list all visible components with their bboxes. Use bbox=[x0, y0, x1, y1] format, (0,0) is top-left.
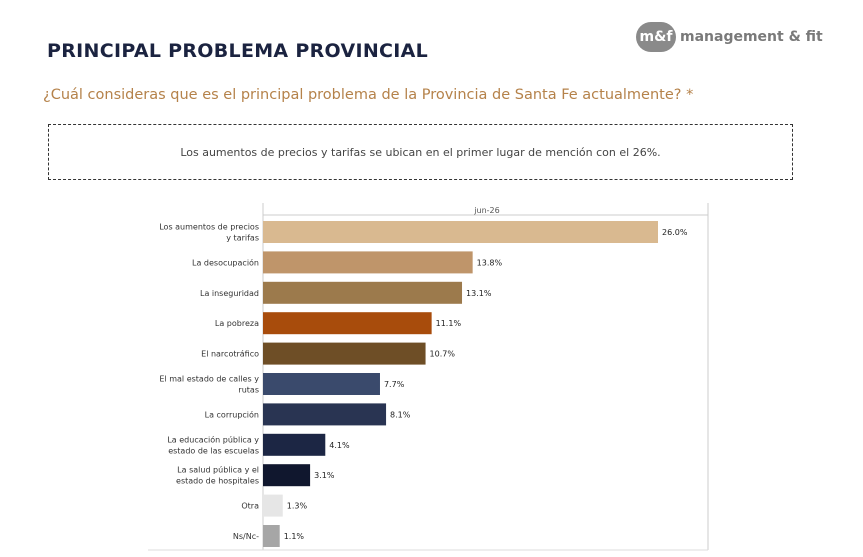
bar bbox=[263, 251, 473, 274]
brand-logo: m&f management & fit bbox=[636, 22, 823, 52]
value-label: 13.1% bbox=[466, 289, 492, 298]
category-label: La desocupación bbox=[192, 257, 259, 267]
category-label: Ns/Nc- bbox=[233, 532, 259, 541]
category-label: La pobreza bbox=[215, 319, 259, 328]
logo-mark-icon: m&f bbox=[636, 22, 676, 52]
bar bbox=[263, 281, 463, 304]
value-label: 4.1% bbox=[329, 441, 350, 450]
category-label: La salud pública y el estado de hospitale… bbox=[176, 466, 259, 486]
category-label: El narcotráfico bbox=[201, 350, 259, 359]
value-label: 7.7% bbox=[384, 380, 405, 389]
page-title: PRINCIPAL PROBLEMA PROVINCIAL bbox=[47, 40, 429, 62]
value-label: 8.1% bbox=[390, 410, 411, 419]
bar bbox=[263, 494, 283, 517]
column-label: jun-26 bbox=[473, 206, 499, 215]
category-label: La inseguridad bbox=[200, 289, 259, 298]
logo-text: management & fit bbox=[680, 29, 823, 45]
bar bbox=[263, 342, 426, 365]
category-label: La corrupción bbox=[205, 409, 259, 419]
category-label: Otra bbox=[241, 502, 259, 511]
bar bbox=[263, 433, 326, 456]
summary-note-text: Los aumentos de precios y tarifas se ubi… bbox=[180, 145, 661, 159]
category-label: Los aumentos de precios y tarifas bbox=[159, 223, 259, 243]
bar bbox=[263, 525, 280, 547]
survey-question: ¿Cuál consideras que es el principal pro… bbox=[43, 87, 694, 103]
value-label: 11.1% bbox=[436, 319, 462, 328]
bar bbox=[263, 403, 387, 426]
category-label: La educación pública y estado de las escu… bbox=[167, 434, 259, 455]
bar bbox=[263, 221, 658, 243]
value-label: 13.8% bbox=[477, 258, 503, 267]
value-label: 1.1% bbox=[284, 532, 305, 541]
summary-note: Los aumentos de precios y tarifas se ubi… bbox=[48, 124, 793, 180]
value-label: 10.7% bbox=[430, 350, 456, 359]
value-label: 3.1% bbox=[314, 471, 335, 480]
value-label: 1.3% bbox=[287, 502, 308, 511]
bar-chart: jun-26 26.0% Los aumentos de precios y tari… bbox=[148, 203, 709, 551]
bar bbox=[263, 464, 311, 487]
category-label: El mal estado de calles y rutas bbox=[159, 375, 259, 395]
value-label: 26.0% bbox=[662, 228, 688, 237]
bar bbox=[263, 312, 432, 335]
bar bbox=[263, 373, 380, 395]
